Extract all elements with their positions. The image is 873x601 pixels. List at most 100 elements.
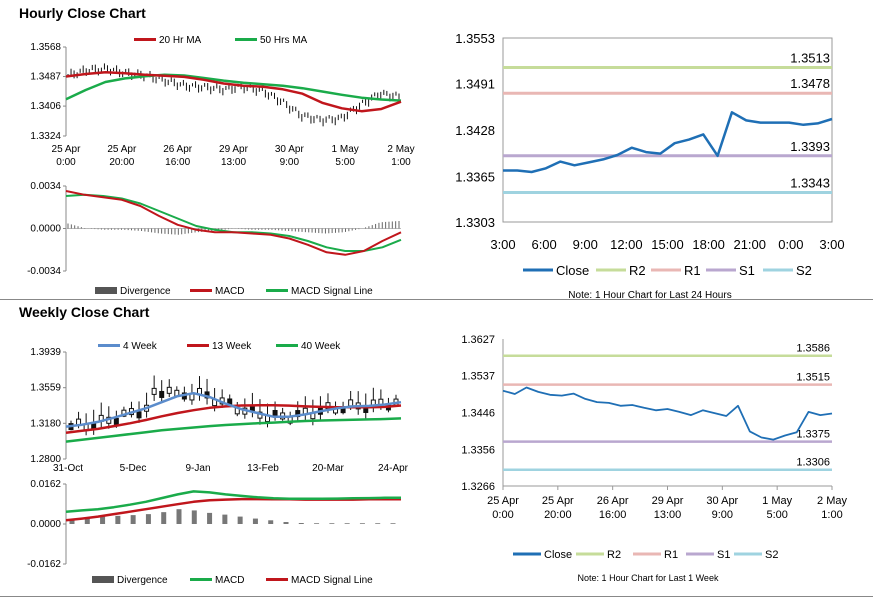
hourly-price-x-tick-label: 16:00: [165, 157, 190, 168]
legend-weekly-macd-label: MACD: [215, 575, 244, 586]
hourly-price-y-tick-label: 1.3568: [30, 42, 61, 53]
weekly-divergence-bar: [329, 523, 335, 524]
hourly-macd-signal-line: [65, 193, 402, 252]
legend-weekly-signal-label: MACD Signal Line: [291, 575, 373, 586]
legend-weekly-pivot-label: R1: [664, 549, 678, 561]
weekly-pivot-x-tick-label: 29 Apr: [652, 495, 684, 507]
legend-13-week-label: 13 Week: [212, 341, 252, 352]
weekly-divergence-bar: [283, 522, 289, 524]
weekly-pivot-note: Note: 1 Hour Chart for Last 1 Week: [578, 573, 719, 583]
weekly-pivot-x-tick-label: 25 Apr: [542, 495, 574, 507]
weekly-candle-body: [348, 399, 354, 407]
hourly-pivot-x-tick-label: 3:00: [490, 237, 515, 252]
hourly-pivot-s2-label: 1.3343: [790, 176, 830, 191]
weekly-candle-body: [166, 386, 172, 394]
hourly-price-x-tick-label: 1 May: [332, 144, 359, 155]
weekly-divergence-bar: [130, 515, 136, 524]
weekly-price-x-tick-label: 20-Mar: [312, 463, 344, 474]
hourly-pivot-y-tick-label: 1.3303: [455, 215, 495, 230]
legend-weekly-divergence-label: Divergence: [117, 575, 168, 586]
weekly-pivot-x-tick-label: 2 May: [817, 495, 847, 507]
weekly-macd-y-tick-label: 0.0000: [30, 519, 61, 530]
weekly-pivot-x-tick-label: 16:00: [599, 509, 627, 521]
weekly-price-x-tick-label: 5-Dec: [120, 463, 147, 474]
hourly-price-x-tick-label: 9:00: [280, 157, 300, 168]
weekly-pivot-x-tick-label: 13:00: [654, 509, 682, 521]
legend-20hr-ma-label: 20 Hr MA: [159, 35, 202, 46]
weekly-pivot-x-tick-label: 0:00: [492, 509, 513, 521]
hourly-pivot-r1-label: 1.3478: [790, 76, 830, 91]
weekly-pivot-x-tick-label: 5:00: [766, 509, 787, 521]
hourly-pivot-s1-label: 1.3393: [790, 139, 830, 154]
weekly-divergence-bar: [69, 519, 75, 524]
legend-weekly-pivot-label: R2: [607, 549, 621, 561]
weekly-divergence-bar: [237, 516, 243, 524]
weekly-divergence-bar: [314, 523, 320, 524]
weekly-pivot-y-tick-label: 1.3537: [461, 371, 495, 383]
hourly-20hr-ma-line: [65, 70, 402, 113]
weekly-divergence-bar: [359, 523, 365, 524]
hourly-pivot-note: Note: 1 Hour Chart for Last 24 Hours: [568, 290, 731, 301]
weekly-pivot-r1-label: 1.3515: [796, 372, 830, 384]
legend-weekly-divergence-swatch: [92, 576, 114, 583]
hourly-price-x-tick-label: 5:00: [335, 157, 355, 168]
weekly-pivot-close-line: [502, 386, 833, 441]
weekly-divergence-bar: [145, 514, 151, 524]
weekly-divergence-bar: [390, 523, 396, 524]
hourly-price-x-tick-label: 29 Apr: [219, 144, 249, 155]
weekly-pivot-r2-label: 1.3586: [796, 343, 830, 355]
weekly-price-y-tick-label: 1.2800: [30, 454, 61, 465]
weekly-candle-body: [159, 390, 165, 398]
hourly-price-x-tick-label: 1:00: [391, 157, 411, 168]
hourly-pivot-r2-label: 1.3513: [790, 50, 830, 65]
legend-hourly-macd-label: MACD: [215, 286, 244, 297]
weekly-macd-y-tick-label: -0.0162: [27, 559, 61, 570]
weekly-macd-y-tick-label: 0.0162: [30, 479, 61, 490]
legend-weekly-pivot-label: S1: [717, 549, 730, 561]
legend-hourly-signal-label: MACD Signal Line: [291, 286, 373, 297]
hourly-price-x-tick-label: 25 Apr: [107, 144, 137, 155]
weekly-pivot-x-tick-label: 26 Apr: [597, 495, 629, 507]
hourly-pivot-x-tick-label: 3:00: [819, 237, 844, 252]
hourly-macd-y-tick-label: 0.0034: [30, 181, 61, 192]
weekly-candle-body: [151, 387, 157, 395]
weekly-divergence-bar: [176, 509, 182, 524]
hourly-pivot-x-tick-label: 9:00: [573, 237, 598, 252]
weekly-divergence-bar: [207, 512, 213, 524]
weekly-pivot-x-tick-label: 9:00: [712, 509, 733, 521]
legend-50hrs-ma-label: 50 Hrs MA: [260, 35, 308, 46]
bottom-divider: [0, 596, 873, 597]
weekly-price-x-tick-label: 31-Oct: [53, 463, 83, 474]
hourly-price-y-tick-label: 1.3406: [30, 101, 61, 112]
hourly-pivot-x-tick-label: 21:00: [733, 237, 766, 252]
weekly-divergence-bar: [100, 516, 106, 524]
weekly-price-y-tick-label: 1.3180: [30, 418, 61, 429]
hourly-pivot-x-tick-label: 0:00: [778, 237, 803, 252]
weekly-divergence-bar: [298, 523, 304, 524]
weekly-pivot-y-tick-label: 1.3266: [461, 481, 495, 493]
weekly-chart-title: Weekly Close Chart: [19, 304, 150, 320]
weekly-price-y-tick-label: 1.3559: [30, 383, 61, 394]
hourly-macd-y-tick-label: -0.0034: [27, 266, 61, 277]
weekly-price-x-tick-label: 13-Feb: [247, 463, 279, 474]
legend-40-week-label: 40 Week: [301, 341, 341, 352]
hourly-macd-y-tick-label: 0.0000: [30, 224, 61, 235]
hourly-pivot-y-tick-label: 1.3553: [455, 31, 495, 46]
weekly-pivot-y-tick-label: 1.3627: [461, 334, 495, 346]
weekly-divergence-bar: [268, 520, 274, 524]
hourly-price-x-tick-label: 25 Apr: [52, 144, 82, 155]
hourly-pivot-frame: [502, 37, 833, 223]
hourly-chart-title: Hourly Close Chart: [19, 5, 146, 21]
legend-hourly-divergence-swatch: [95, 287, 117, 294]
legend-hourly-pivot-label: R2: [629, 263, 646, 278]
legend-hourly-pivot-label: Close: [556, 263, 589, 278]
weekly-macd-line: [65, 490, 401, 513]
weekly-divergence-bar: [161, 512, 167, 524]
legend-weekly-pivot-label: S2: [765, 549, 778, 561]
hourly-pivot-y-tick-label: 1.3365: [455, 169, 495, 184]
legend-hourly-pivot-label: S1: [739, 263, 755, 278]
hourly-price-y-tick-label: 1.3487: [30, 72, 61, 83]
weekly-divergence-bar: [222, 514, 228, 524]
hourly-pivot-x-tick-label: 12:00: [610, 237, 643, 252]
